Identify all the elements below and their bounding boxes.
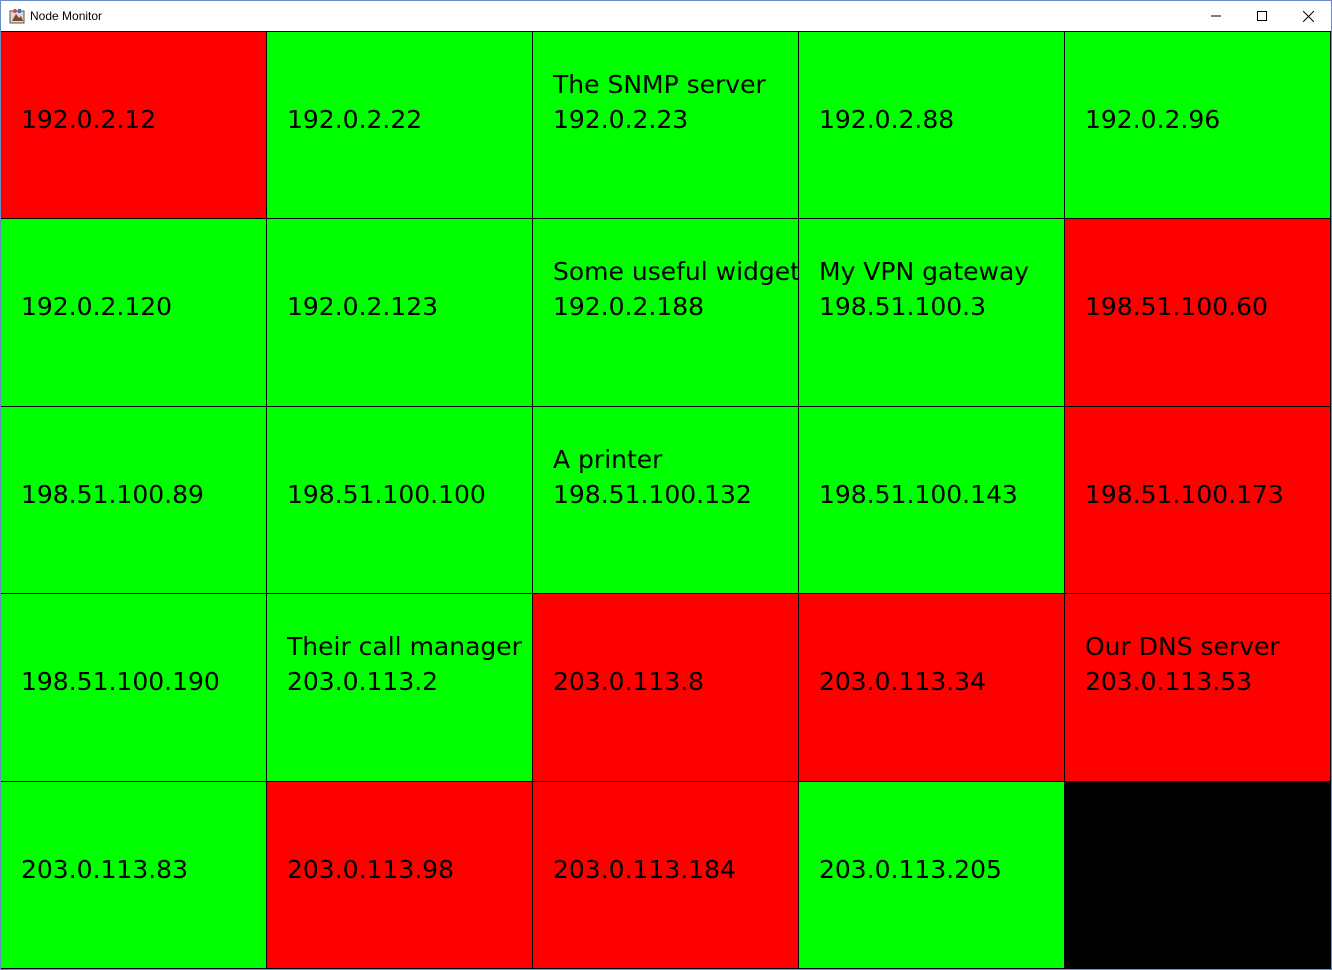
- node-ip: 192.0.2.120: [21, 292, 173, 322]
- node-ip: 192.0.2.12: [21, 105, 157, 134]
- java-app-icon: [9, 8, 25, 24]
- node-tile[interactable]: 192.0.2.88: [799, 32, 1065, 220]
- minimize-button[interactable]: [1193, 1, 1239, 31]
- node-ip: 203.0.113.83: [21, 854, 188, 884]
- node-ip: 198.51.100.60: [1085, 292, 1268, 322]
- node-tile[interactable]: 198.51.100.173: [1065, 406, 1331, 595]
- node-tile[interactable]: A printer 198.51.100.132: [533, 406, 799, 595]
- node-tile[interactable]: 203.0.113.8: [533, 594, 799, 782]
- node-tile[interactable]: My VPN gateway 198.51.100.3: [799, 219, 1065, 407]
- node-label: A printer: [553, 444, 663, 474]
- window-title: Node Monitor: [30, 9, 103, 23]
- empty-tile: [1065, 781, 1331, 969]
- node-tile[interactable]: 192.0.2.120: [1, 219, 267, 407]
- node-ip: 198.51.100.173: [1085, 479, 1284, 509]
- node-grid: 192.0.2.12 192.0.2.22 The SNMP server 192.0…: [1, 32, 1331, 969]
- node-tile[interactable]: The SNMP server 192.0.2.23: [533, 32, 799, 220]
- node-tile[interactable]: 203.0.113.184: [533, 781, 799, 969]
- node-ip: 192.0.2.22: [287, 105, 423, 134]
- node-ip: 203.0.113.53: [1085, 667, 1252, 697]
- node-tile[interactable]: 203.0.113.83: [1, 781, 267, 969]
- node-ip: 198.51.100.132: [553, 479, 752, 509]
- node-ip: 203.0.113.205: [819, 854, 1002, 884]
- node-tile[interactable]: 192.0.2.22: [267, 32, 533, 220]
- node-ip: 203.0.113.34: [819, 667, 986, 697]
- node-ip: 198.51.100.190: [21, 667, 220, 697]
- maximize-icon: [1257, 11, 1267, 21]
- node-tile[interactable]: 198.51.100.190: [1, 594, 267, 782]
- node-tile[interactable]: 192.0.2.12: [1, 32, 267, 220]
- minimize-icon: [1211, 15, 1221, 17]
- node-tile[interactable]: Their call manager 203.0.113.2: [267, 594, 533, 782]
- node-ip: 192.0.2.123: [287, 292, 439, 322]
- node-tile[interactable]: 192.0.2.123: [267, 219, 533, 407]
- node-tile[interactable]: 203.0.113.205: [799, 781, 1065, 969]
- node-tile[interactable]: 203.0.113.34: [799, 594, 1065, 782]
- node-ip: 192.0.2.88: [819, 105, 955, 134]
- node-label: Our DNS server: [1085, 632, 1280, 662]
- node-label: Some useful widget: [553, 257, 800, 287]
- node-ip: 203.0.113.2: [287, 667, 439, 697]
- node-tile[interactable]: Our DNS server 203.0.113.53: [1065, 594, 1331, 782]
- node-tile[interactable]: 203.0.113.98: [267, 781, 533, 969]
- maximize-button[interactable]: [1239, 1, 1285, 31]
- title-bar[interactable]: Node Monitor: [1, 1, 1331, 31]
- node-ip: 192.0.2.188: [553, 292, 705, 322]
- window-controls: [1193, 1, 1331, 31]
- node-ip: 192.0.2.96: [1085, 105, 1221, 134]
- node-label: Their call manager: [287, 632, 522, 662]
- node-ip: 203.0.113.8: [553, 667, 705, 697]
- node-tile[interactable]: 198.51.100.143: [799, 406, 1065, 595]
- node-ip: 198.51.100.3: [819, 292, 986, 322]
- node-ip: 192.0.2.23: [553, 105, 689, 134]
- node-tile[interactable]: 198.51.100.100: [267, 406, 533, 595]
- node-tile[interactable]: 192.0.2.96: [1065, 32, 1331, 220]
- close-button[interactable]: [1285, 1, 1331, 31]
- node-tile[interactable]: 198.51.100.89: [1, 406, 267, 595]
- node-tile[interactable]: Some useful widget 192.0.2.188: [533, 219, 800, 407]
- node-ip: 198.51.100.143: [819, 479, 1018, 509]
- node-ip: 203.0.113.184: [553, 854, 736, 884]
- node-label: My VPN gateway: [819, 257, 1030, 287]
- node-ip: 198.51.100.100: [287, 479, 486, 509]
- close-icon: [1302, 10, 1314, 22]
- node-ip: 198.51.100.89: [21, 479, 204, 509]
- node-tile[interactable]: 198.51.100.60: [1065, 219, 1331, 407]
- node-ip: 203.0.113.98: [287, 854, 454, 884]
- node-label: The SNMP server: [553, 70, 766, 99]
